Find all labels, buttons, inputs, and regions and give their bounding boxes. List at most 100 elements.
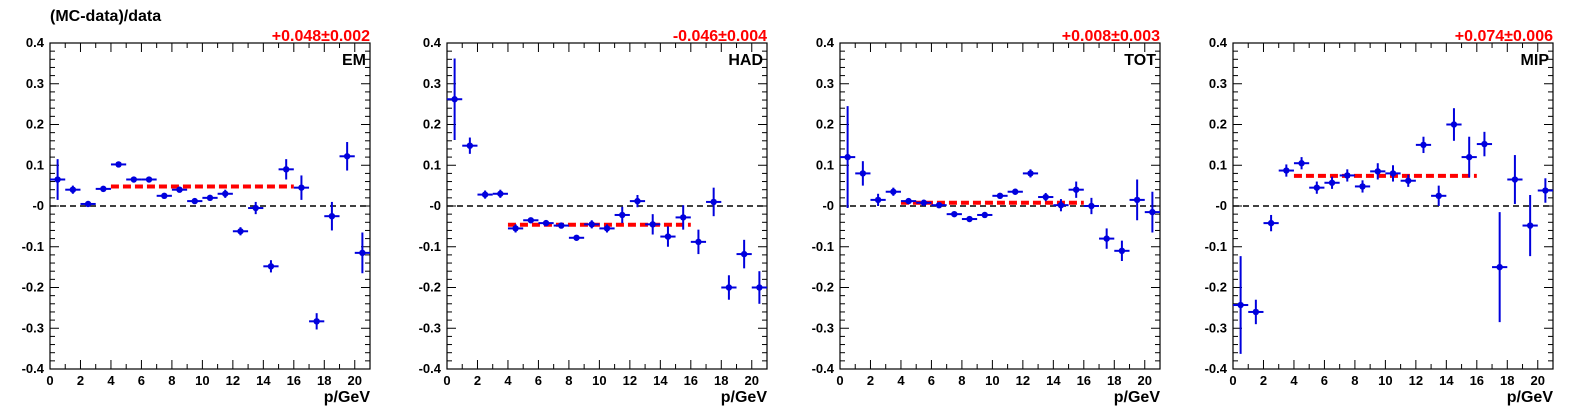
tot-data-point xyxy=(859,170,867,177)
had-ytick-label: -0.1 xyxy=(419,239,441,254)
tot-ytick-label: -0.1 xyxy=(812,239,834,254)
tot-xtick-label: 0 xyxy=(836,373,843,388)
tot-data-point xyxy=(981,211,988,219)
had-xtick-label: 18 xyxy=(714,373,728,388)
had-ytick-label: 0.3 xyxy=(423,76,441,91)
mip-data-point xyxy=(1496,263,1503,271)
em-data-point xyxy=(130,176,138,183)
mip-ytick-label: 0.1 xyxy=(1209,157,1227,172)
had-data-point xyxy=(649,221,656,228)
em-ytick-label: -0.4 xyxy=(22,361,45,376)
em-data-point xyxy=(84,200,92,208)
mip-data-point xyxy=(1359,183,1366,190)
y-axis-title: (MC-data)/data xyxy=(50,8,162,25)
had-ytick-label: -0.2 xyxy=(419,280,441,295)
mip-xtick-label: 18 xyxy=(1500,373,1514,388)
em-data-point xyxy=(176,186,183,193)
tot-xtick-label: 18 xyxy=(1107,373,1121,388)
mip-data-point xyxy=(1328,179,1336,186)
had-panel-label: HAD xyxy=(728,52,763,69)
mip-xtick-label: 4 xyxy=(1290,373,1298,388)
mip-x-axis-label: p/GeV xyxy=(1507,389,1554,406)
had-data-point xyxy=(710,198,717,206)
mip-data-point xyxy=(1344,172,1351,179)
had-data-point xyxy=(756,284,763,291)
em-ytick-label: 0.1 xyxy=(26,157,44,172)
had-x-axis-label: p/GeV xyxy=(721,389,768,406)
had-data-point xyxy=(679,214,687,221)
mip-xtick-label: 6 xyxy=(1321,373,1328,388)
em-xtick-label: 18 xyxy=(317,373,331,388)
em-ytick-label: -0.2 xyxy=(22,280,44,295)
em-data-point xyxy=(298,184,305,191)
tot-xtick-label: 14 xyxy=(1046,373,1061,388)
had-ytick-label: 0.4 xyxy=(423,35,442,50)
tot-data-point xyxy=(996,192,1004,200)
em-xtick-label: 6 xyxy=(138,373,145,388)
mip-data-point xyxy=(1389,170,1397,177)
had-xtick-label: 6 xyxy=(535,373,542,388)
tot-ytick-label: -0.3 xyxy=(812,320,834,335)
mip-ytick-label: 0.2 xyxy=(1209,117,1227,132)
tot-ytick-label: 0.3 xyxy=(816,76,834,91)
mip-data-point xyxy=(1374,168,1381,175)
em-data-point xyxy=(313,318,320,325)
had-data-point xyxy=(497,190,504,197)
had-data-point xyxy=(451,96,458,103)
had-ytick-label: 0.2 xyxy=(423,117,441,132)
tot-xtick-label: 20 xyxy=(1138,373,1152,388)
em-data-point xyxy=(237,228,244,235)
had-xtick-label: 8 xyxy=(565,373,572,388)
had-data-point xyxy=(603,225,611,232)
mip-ytick-label: -0.4 xyxy=(1205,361,1228,376)
em-data-point xyxy=(54,176,61,183)
tot-data-point xyxy=(935,201,943,209)
mip-data-point xyxy=(1405,177,1412,184)
had-data-point xyxy=(542,219,550,227)
had-fit-result: -0.046±0.004 xyxy=(673,28,767,45)
mip-data-point xyxy=(1435,192,1442,200)
tot-data-point xyxy=(966,215,973,223)
tot-xtick-label: 4 xyxy=(897,373,905,388)
tot-xtick-label: 8 xyxy=(958,373,965,388)
em-xtick-label: 10 xyxy=(195,373,209,388)
had-ytick-label: 0.1 xyxy=(423,157,441,172)
em-ytick-label: -0 xyxy=(32,198,44,213)
tot-xtick-label: 2 xyxy=(867,373,874,388)
mip-data-point xyxy=(1450,121,1458,128)
em-data-point xyxy=(100,185,107,193)
had-data-point xyxy=(695,238,702,246)
had-data-point xyxy=(512,225,519,232)
em-xtick-label: 14 xyxy=(256,373,271,388)
panel-had: -0.4 -0.3 -0.2 -0.1 -0 0.1 0.2 0.3 0.4 0 2 4 6 8 10 12 1… xyxy=(419,28,768,406)
tot-data-point xyxy=(951,210,958,218)
tot-data-point xyxy=(1057,201,1065,209)
mip-data-point xyxy=(1313,184,1321,191)
tot-data-point xyxy=(1149,208,1156,216)
em-x-axis-label: p/GeV xyxy=(324,389,371,406)
em-data-point xyxy=(328,212,336,220)
tot-data-point xyxy=(1012,188,1019,195)
tot-ytick-label: 0.4 xyxy=(816,35,835,50)
mip-panel-label: MIP xyxy=(1521,52,1550,69)
mip-data-point xyxy=(1298,160,1305,167)
tot-data-point xyxy=(1072,186,1080,193)
mip-ytick-label: -0.2 xyxy=(1205,280,1227,295)
had-data-point xyxy=(466,142,474,149)
had-xtick-label: 10 xyxy=(592,373,606,388)
mip-data-point xyxy=(1526,222,1534,229)
mip-xtick-label: 12 xyxy=(1409,373,1423,388)
mip-xtick-label: 0 xyxy=(1229,373,1236,388)
had-data-point xyxy=(740,250,748,258)
had-xtick-label: 12 xyxy=(623,373,637,388)
had-xtick-label: 2 xyxy=(474,373,481,388)
tot-ytick-label: -0.4 xyxy=(812,361,835,376)
em-ytick-label: -0.1 xyxy=(22,239,44,254)
tot-panel-label: TOT xyxy=(1124,52,1156,69)
tot-data-point xyxy=(905,197,912,205)
tot-data-point xyxy=(1133,196,1141,204)
mip-data-point xyxy=(1542,187,1549,194)
had-ytick-label: -0.4 xyxy=(419,361,442,376)
em-xtick-label: 20 xyxy=(348,373,362,388)
